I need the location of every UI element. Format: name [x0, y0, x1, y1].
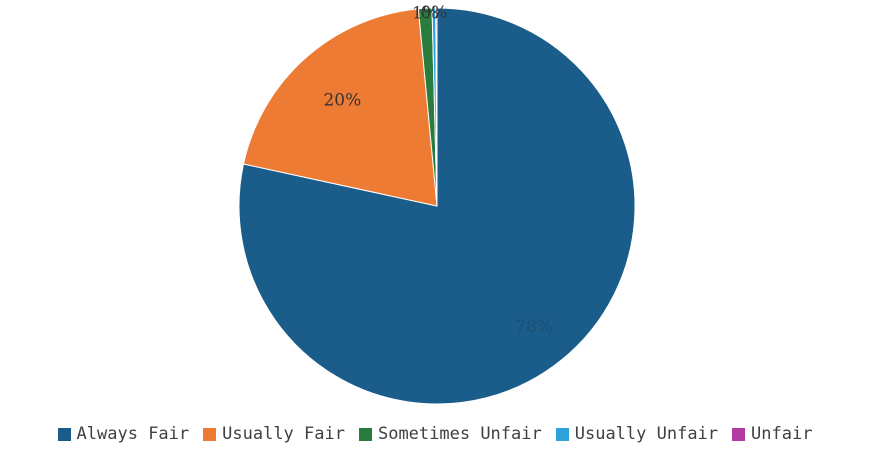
legend-label: Usually Fair: [222, 424, 345, 444]
legend-label: Always Fair: [76, 424, 190, 444]
legend-label: Usually Unfair: [574, 424, 719, 444]
data-label-always-fair: 78%: [515, 317, 553, 337]
legend-swatch: [732, 427, 746, 441]
legend-swatch: [203, 427, 217, 441]
legend: Always Fair Usually Fair Sometimes Unfair U…: [0, 424, 870, 444]
legend-item-always-fair: Always Fair: [57, 424, 190, 444]
pie-slice-usually-fair: [242, 8, 438, 207]
data-label-usually-unfair: 0%: [420, 3, 447, 23]
legend-swatch: [57, 427, 71, 441]
pie-slice-unfair: [435, 7, 438, 207]
data-label-usually-fair: 20%: [323, 90, 361, 110]
legend-item-usually-unfair: Usually Unfair: [555, 424, 719, 444]
legend-label: Sometimes Unfair: [377, 424, 542, 444]
pie-data-labels: 78% 20% 1%0%: [323, 3, 552, 337]
data-label-sometimes-unfair: 1%: [412, 3, 439, 23]
legend-swatch: [555, 427, 569, 441]
legend-label: Unfair: [751, 424, 813, 444]
legend-item-sometimes-unfair: Sometimes Unfair: [358, 424, 542, 444]
legend-item-usually-fair: Usually Fair: [203, 424, 345, 444]
pie-slices: [238, 7, 636, 405]
legend-item-unfair: Unfair: [732, 424, 812, 444]
legend-swatch: [358, 427, 372, 441]
